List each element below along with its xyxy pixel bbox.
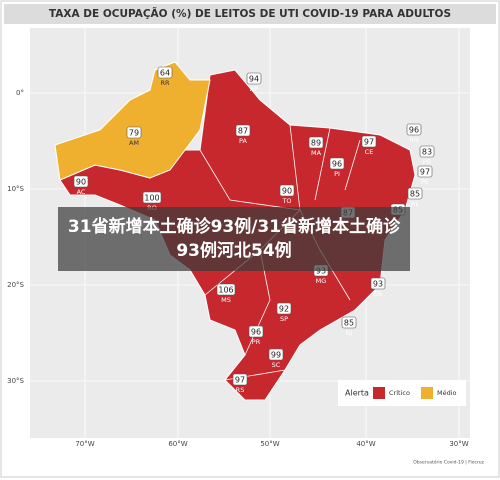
state-value: 90 (282, 187, 292, 196)
state-value-box (268, 348, 284, 361)
title: TAXA DE OCUPAÇÃO (%) DE LEITOS DE UTI CO… (49, 7, 451, 20)
lon-label: 60°W (168, 440, 187, 448)
lon-label: 50°W (260, 440, 279, 448)
state-value-box (406, 123, 422, 136)
state-value-box (407, 187, 423, 200)
legend: Alerta Crítico Médio (338, 380, 466, 406)
state-abbr: PE (421, 178, 429, 186)
state-value: 96 (409, 126, 419, 135)
state-value-box (142, 191, 162, 204)
legend-swatch (421, 387, 433, 399)
state-value-box (246, 72, 262, 85)
state-abbr: RR (160, 79, 170, 87)
lon-label: 70°W (75, 440, 94, 448)
state-abbr: MS (221, 296, 231, 304)
state-value-box (73, 175, 89, 188)
state-value: 93 (373, 280, 383, 289)
state-abbr: PI (334, 170, 340, 178)
lon-label: 30°W (449, 440, 468, 448)
state-abbr: RN (409, 136, 419, 144)
lat-label: 10°S (7, 185, 24, 193)
state-value-box (126, 126, 142, 139)
state-value: 64 (160, 69, 170, 78)
state-value: 85 (344, 319, 354, 328)
state-value-box (361, 135, 377, 148)
state-value-box (419, 145, 435, 158)
state-value: 97 (364, 138, 374, 147)
news-banner: 31省新增本土确诊93例/31省新增本土确诊93例河北54例 (58, 207, 410, 271)
state-value: 79 (129, 129, 139, 138)
legend-label: Médio (437, 389, 457, 397)
state-value: 96 (332, 160, 342, 169)
legend-label: Crítico (389, 389, 410, 397)
state-value-box (216, 283, 236, 296)
state-value: 90 (76, 178, 86, 187)
state-value-box (276, 302, 292, 315)
state-value-box (308, 136, 324, 149)
lon-label: 40°W (356, 440, 375, 448)
state-abbr: TO (281, 197, 291, 205)
state-value-box (248, 325, 264, 338)
state-value: 87 (238, 127, 248, 136)
state-value: 93 (316, 267, 326, 276)
state-value: 94 (249, 75, 259, 84)
state-value-box (157, 66, 173, 79)
medium-region (54, 61, 211, 181)
state-value-box (341, 316, 357, 329)
state-value: 97 (235, 376, 245, 385)
state-abbr: PR (252, 338, 261, 346)
state-value-box (329, 157, 345, 170)
state-value: 106 (218, 286, 233, 295)
legend-swatch (373, 387, 385, 399)
state-abbr: PA (239, 137, 248, 145)
state-abbr: AC (77, 188, 86, 196)
state-value-box (417, 165, 433, 178)
state-value-box (279, 184, 295, 197)
state-abbr: AL (411, 200, 419, 208)
state-value: 97 (420, 168, 430, 177)
state-abbr: SC (272, 361, 281, 369)
state-value: 99 (271, 351, 281, 360)
state-abbr: RS (236, 386, 245, 394)
state-abbr: PB (423, 158, 431, 166)
state-abbr: RJ (346, 329, 353, 337)
state-value: 83 (422, 148, 432, 157)
state-value: 89 (311, 139, 321, 148)
state-abbr: ES (374, 290, 382, 298)
lat-label: 0° (16, 89, 24, 97)
legend-box (338, 380, 466, 406)
state-value-box (370, 277, 386, 290)
state-abbr: AP (250, 85, 258, 93)
header-band (4, 4, 496, 24)
legend-title: Alerta (345, 389, 369, 398)
state-value-box (232, 373, 248, 386)
state-abbr: MG (316, 277, 327, 285)
state-value: 85 (410, 190, 420, 199)
state-abbr: SP (280, 315, 288, 323)
state-abbr: MA (311, 149, 322, 157)
state-value: 100 (144, 194, 159, 203)
state-abbr: CE (365, 148, 374, 156)
state-value: 92 (279, 305, 289, 314)
state-value: 96 (251, 328, 261, 337)
lat-label: 30°S (7, 377, 24, 385)
credit: Observatório Covid-19 | Fiocruz (413, 459, 484, 466)
state-value-box (235, 124, 251, 137)
lat-label: 20°S (7, 281, 24, 289)
state-abbr: AM (129, 139, 139, 147)
